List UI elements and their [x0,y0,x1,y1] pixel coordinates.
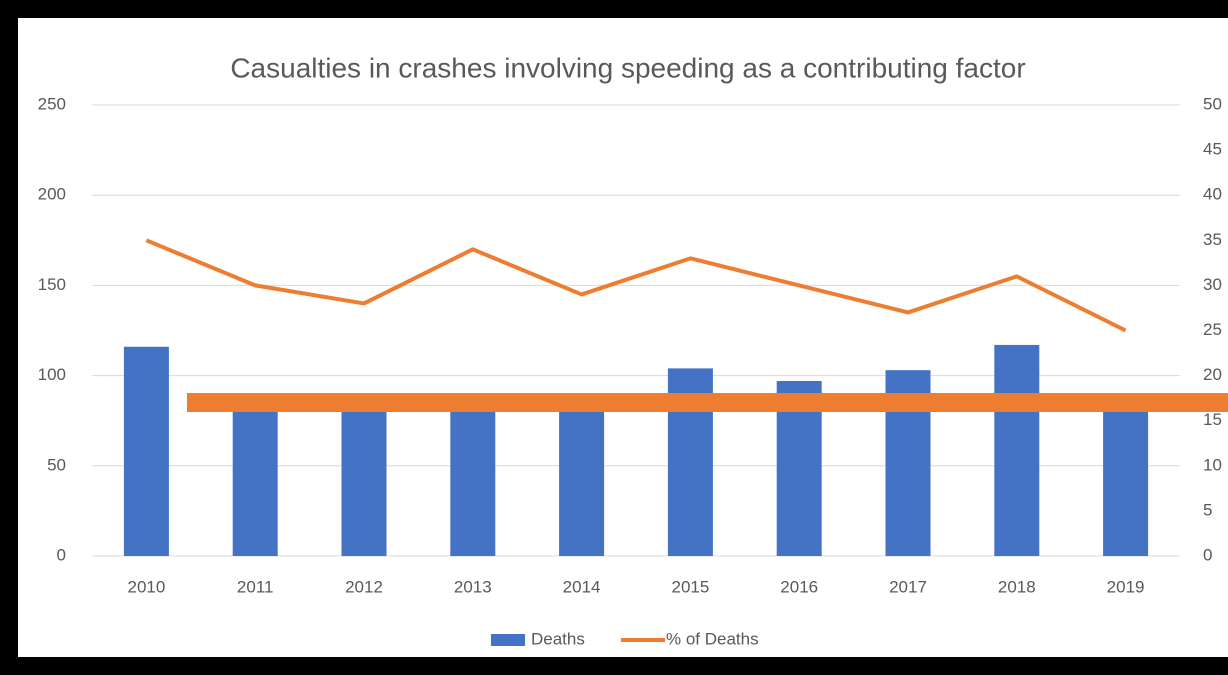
y2-tick-label: 35 [1203,230,1222,249]
y-tick-label: 150 [38,275,66,294]
x-tick-label: 2019 [1107,577,1145,596]
y2-tick-label: 30 [1203,275,1222,294]
x-tick-label: 2010 [127,577,165,596]
legend-label: Deaths [531,629,585,648]
y2-tick-label: 25 [1203,320,1222,339]
y2-tick-label: 40 [1203,185,1222,204]
y2-tick-label: 50 [1203,94,1222,113]
bar [341,397,387,556]
x-tick-label: 2017 [889,577,927,596]
legend-label: % of Deaths [666,629,759,648]
x-tick-label: 2016 [780,577,818,596]
bar [994,344,1040,556]
y-tick-label: 250 [38,94,66,113]
legend-swatch [491,634,525,646]
y-tick-label: 100 [38,365,66,384]
x-tick-label: 2012 [345,577,383,596]
overlay-band [187,393,1228,412]
chart-background [18,18,1228,657]
bar [559,397,605,556]
y2-tick-label: 0 [1203,545,1212,564]
y-tick-label: 0 [57,545,66,564]
y2-tick-label: 15 [1203,410,1222,429]
x-tick-label: 2013 [454,577,492,596]
x-tick-label: 2015 [671,577,709,596]
bar [232,397,278,556]
x-tick-label: 2018 [998,577,1036,596]
bar [450,397,496,556]
y-tick-label: 50 [47,455,66,474]
y2-tick-label: 20 [1203,365,1222,384]
y2-tick-label: 45 [1203,140,1222,159]
x-tick-label: 2011 [237,577,274,596]
y2-tick-label: 10 [1203,455,1222,474]
y-tick-label: 200 [38,185,66,204]
bar [1103,397,1149,556]
line [145,238,1127,333]
bar [123,346,169,556]
chart-title: Casualties in crashes involving speeding… [230,52,1025,83]
x-tick-label: 2014 [563,577,601,596]
y2-tick-label: 5 [1203,500,1212,519]
